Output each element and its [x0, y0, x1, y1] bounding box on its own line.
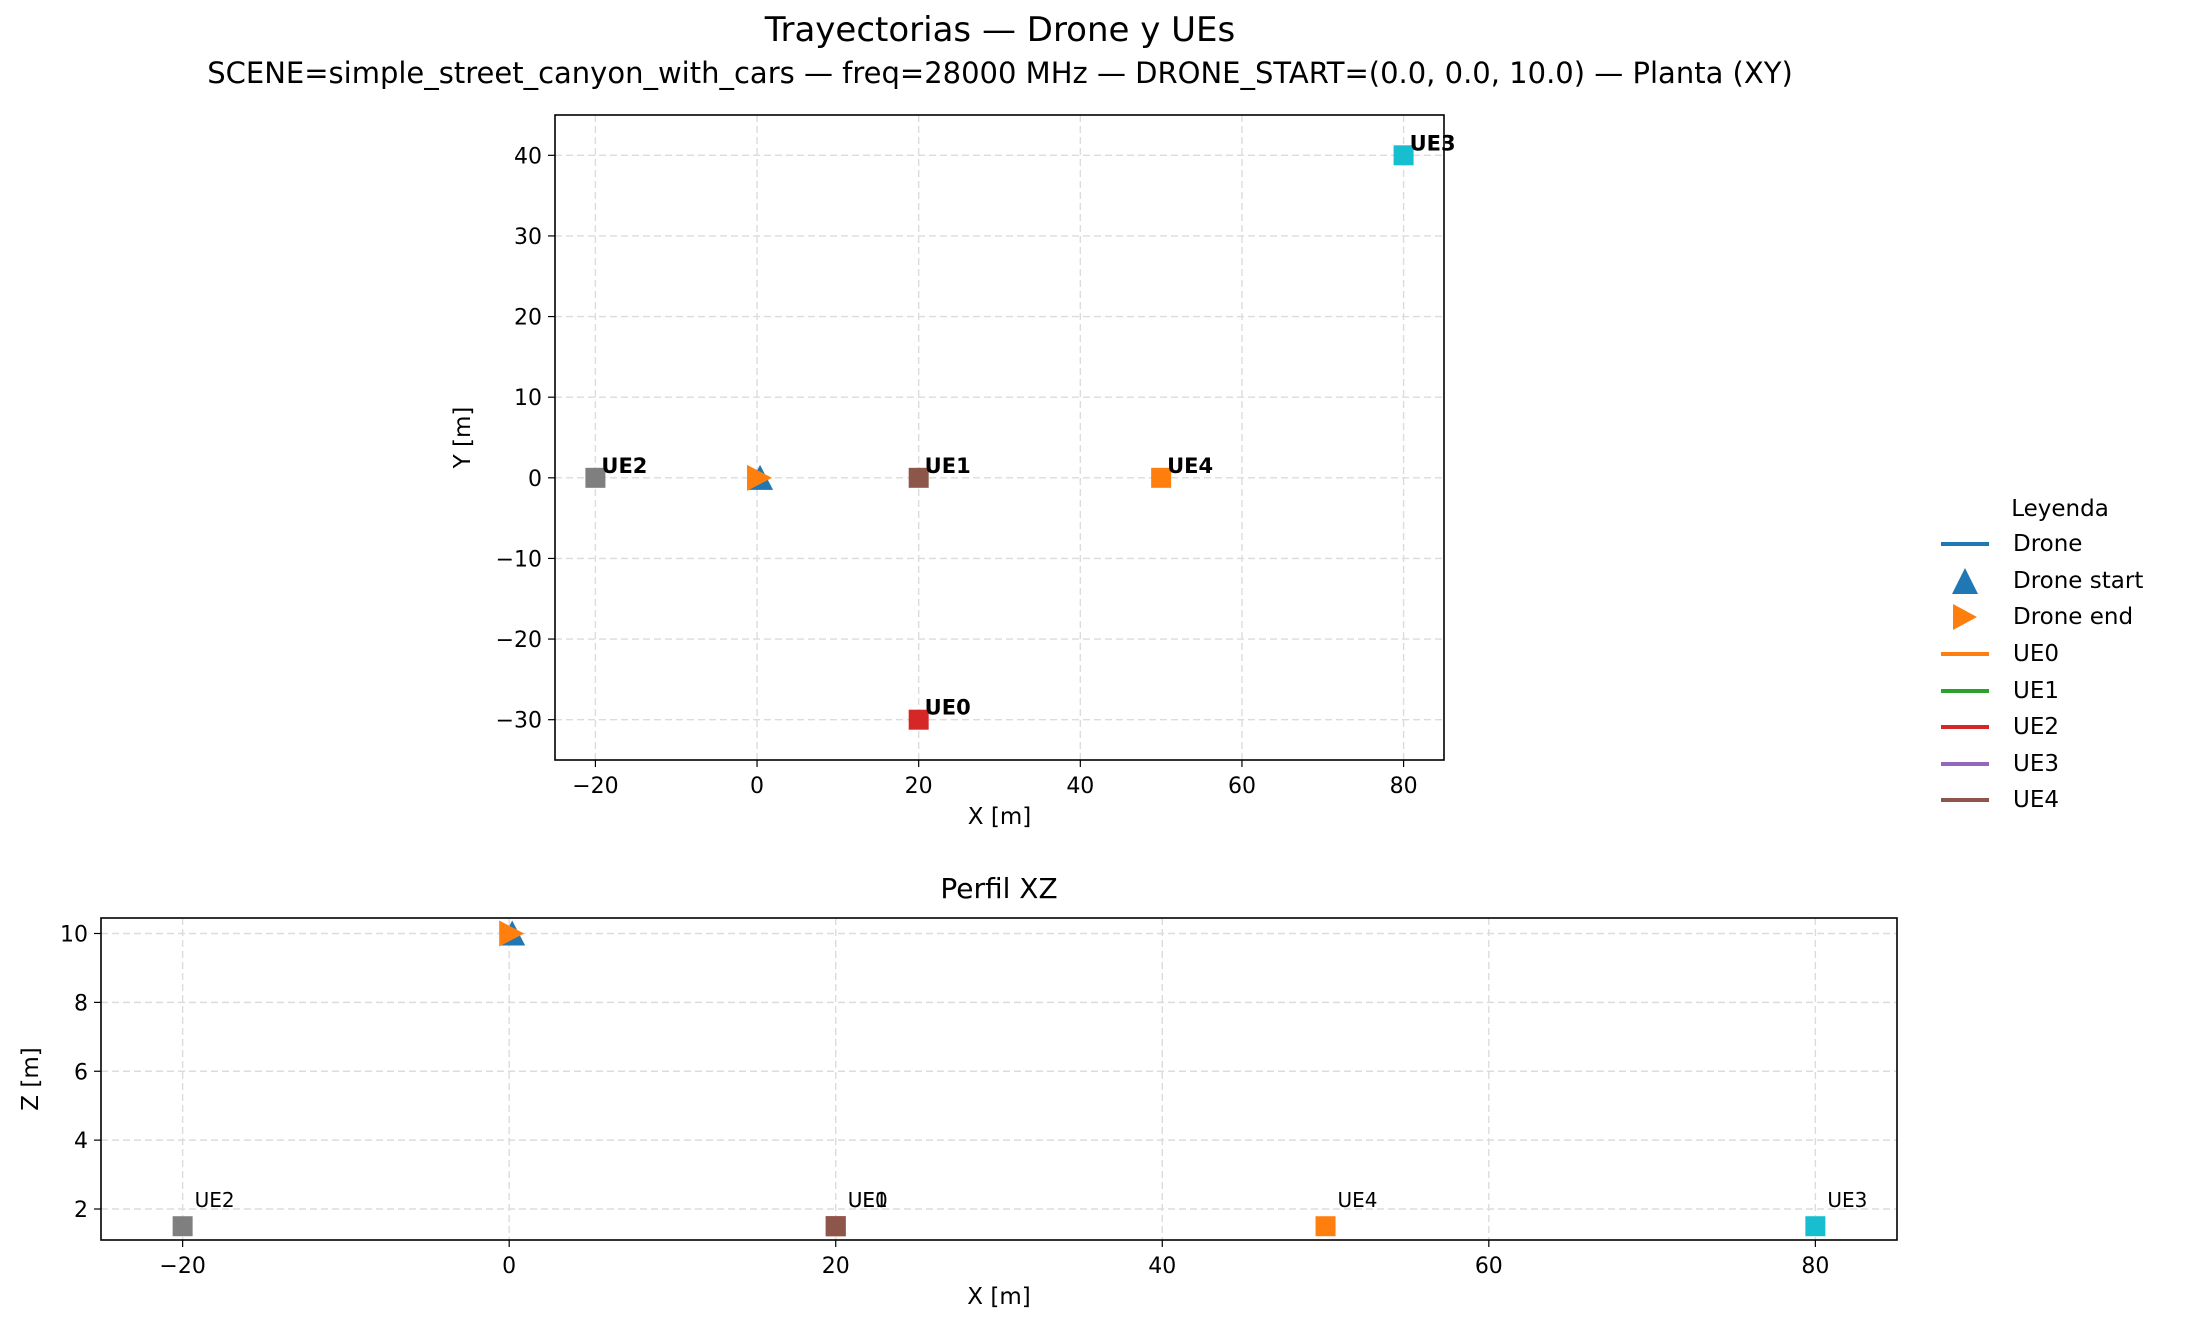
legend: Leyenda Drone Drone start Drone end UE0 UE1 U… — [1935, 496, 2189, 819]
panel-title: Perfil XZ — [940, 872, 1057, 905]
y-axis-label: Z [m] — [18, 1047, 44, 1110]
y-tick-label: 0 — [528, 467, 542, 492]
y-tick-label: 10 — [514, 386, 542, 411]
legend-swatch — [1935, 566, 1995, 596]
legend-label: UE0 — [2013, 641, 2059, 668]
drone-end-marker — [499, 920, 525, 947]
ue-label-ue1: UE1 — [925, 454, 971, 478]
legend-item: Drone — [1935, 526, 2189, 563]
figure-subtitle: SCENE=simple_street_canyon_with_cars — f… — [207, 56, 1793, 90]
legend-swatch — [1935, 785, 1995, 815]
legend-label: UE2 — [2013, 714, 2059, 741]
y-tick-label: 30 — [514, 225, 542, 250]
ue-marker-ue1 — [825, 1216, 846, 1237]
legend-swatch — [1935, 529, 1995, 559]
ue-marker-ue0 — [908, 709, 929, 730]
axes-frame — [554, 114, 1445, 761]
ue-label-ue4: UE4 — [1338, 1188, 1378, 1212]
x-tick-label: 80 — [1390, 774, 1418, 799]
x-axis-label: X [m] — [968, 804, 1031, 830]
x-tick-label: 0 — [502, 1254, 516, 1279]
y-tick-label: 10 — [60, 922, 88, 947]
plot-panel-2: −20 0 20 40 60 80 2 4 6 8 10 X [m] Z [m] Perfil XZ UE0… — [18, 872, 1898, 1310]
y-tick-label: −10 — [496, 547, 542, 572]
legend-item: UE3 — [1935, 746, 2189, 783]
ue-label-ue3: UE3 — [1827, 1188, 1867, 1212]
legend-swatch — [1935, 602, 1995, 632]
y-tick-label: −20 — [496, 628, 542, 653]
ue-label-ue2: UE2 — [601, 454, 647, 478]
x-tick-label: 40 — [1066, 774, 1094, 799]
ue-marker-ue1 — [908, 467, 929, 488]
legend-item: UE2 — [1935, 709, 2189, 746]
legend-item: Drone start — [1935, 563, 2189, 600]
ue-marker-ue2 — [172, 1216, 193, 1237]
legend-label: UE1 — [2013, 677, 2059, 704]
y-tick-label: 2 — [74, 1198, 88, 1223]
ue-label-ue0: UE0 — [925, 696, 971, 720]
legend-label: Drone end — [2013, 604, 2134, 631]
x-tick-label: 20 — [905, 774, 933, 799]
legend-label: UE4 — [2013, 787, 2059, 814]
x-axis-label: X [m] — [967, 1284, 1030, 1310]
ue-label-ue3: UE3 — [1410, 131, 1456, 155]
y-tick-label: −30 — [496, 709, 542, 734]
x-tick-label: 80 — [1801, 1254, 1829, 1279]
legend-label: Drone — [2013, 531, 2083, 558]
ue-marker-ue3 — [1805, 1216, 1826, 1237]
ue-label-ue2: UE2 — [195, 1188, 235, 1212]
legend-swatch — [1935, 676, 1995, 706]
ue-marker-ue4 — [1151, 467, 1172, 488]
legend-item: Drone end — [1935, 599, 2189, 636]
y-axis-label: Y [m] — [450, 407, 476, 470]
y-tick-label: 40 — [514, 144, 542, 169]
ue-marker-ue3 — [1393, 145, 1414, 166]
ue-label-ue1: UE1 — [848, 1188, 888, 1212]
ue-label-ue4: UE4 — [1167, 454, 1213, 478]
figure-title: Trayectorias — Drone y UEs — [764, 10, 1236, 50]
y-tick-label: 4 — [74, 1129, 88, 1154]
x-tick-label: −20 — [572, 774, 618, 799]
axes-frame — [100, 917, 1898, 1241]
legend-label: UE3 — [2013, 750, 2059, 777]
x-tick-label: 40 — [1148, 1254, 1176, 1279]
ue-marker-ue4 — [1315, 1216, 1336, 1237]
x-tick-label: 0 — [750, 774, 764, 799]
legend-item: UE0 — [1935, 636, 2189, 673]
y-tick-label: 6 — [74, 1060, 88, 1085]
x-tick-label: 20 — [822, 1254, 850, 1279]
ue-label-ue0: UE0 — [848, 1188, 888, 1212]
drone-end-marker — [747, 464, 773, 491]
y-tick-label: 8 — [74, 991, 88, 1016]
ue-marker-ue2 — [585, 467, 606, 488]
legend-item: UE1 — [1935, 672, 2189, 709]
legend-swatch — [1935, 712, 1995, 742]
x-tick-label: −20 — [159, 1254, 205, 1279]
legend-title: Leyenda — [2011, 496, 2109, 522]
legend-label: Drone start — [2013, 567, 2144, 594]
legend-item: UE4 — [1935, 782, 2189, 819]
y-tick-label: 20 — [514, 306, 542, 331]
x-tick-label: 60 — [1475, 1254, 1503, 1279]
x-tick-label: 60 — [1228, 774, 1256, 799]
legend-swatch — [1935, 749, 1995, 779]
legend-swatch — [1935, 639, 1995, 669]
plot-panel-1: −20 0 20 40 60 80 −30 −20 −10 0 10 20 30 40 X [m] Y [m]… — [450, 114, 1456, 830]
